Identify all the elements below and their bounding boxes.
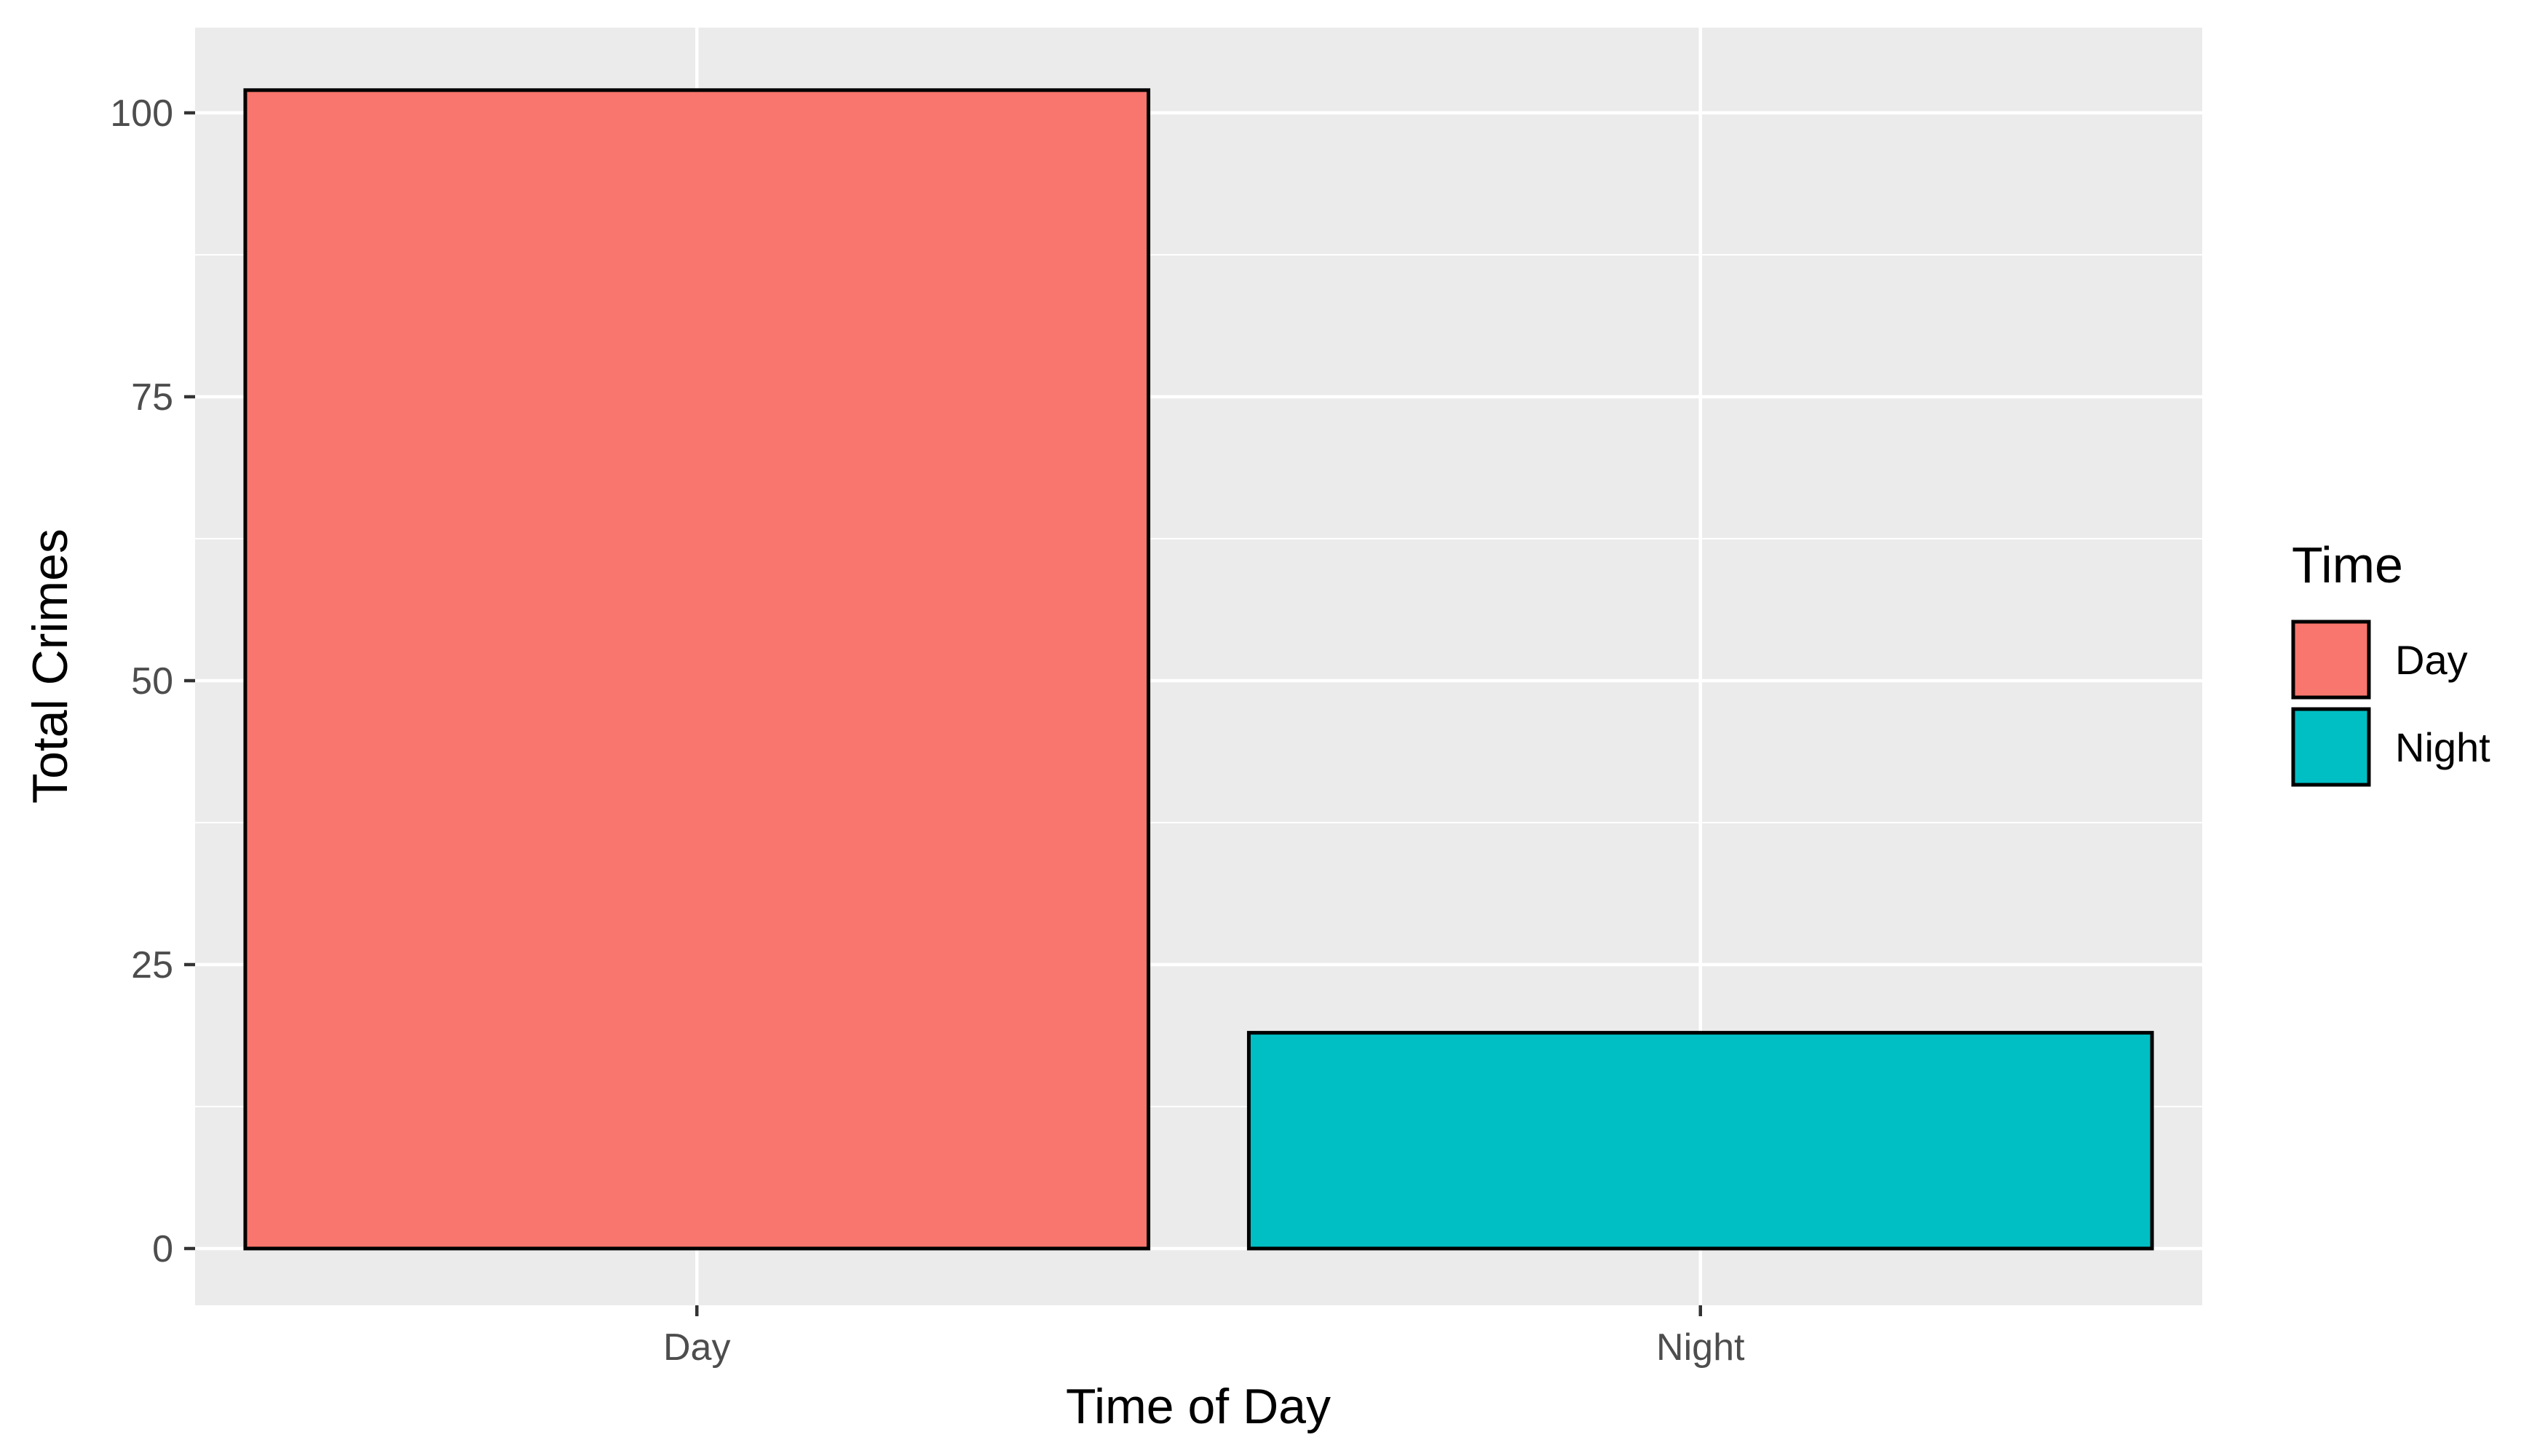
y-tick-label: 75	[131, 376, 173, 419]
bar-day	[243, 88, 1151, 1251]
x-axis-title: Time of Day	[1066, 1379, 1331, 1434]
legend-label-day: Day	[2395, 637, 2468, 683]
y-axis-title: Total Crimes	[23, 529, 78, 804]
legend-label-night: Night	[2395, 724, 2490, 770]
y-tick-label: 25	[131, 944, 173, 986]
legend-swatch-day	[2291, 620, 2371, 700]
x-tick-label: Night	[1656, 1326, 1745, 1369]
x-tick-label: Day	[663, 1326, 730, 1369]
bars	[243, 88, 2154, 1251]
legend-items: Day Night	[2291, 620, 2490, 787]
axes: 0 25 50 75 100 Day Night	[110, 92, 1745, 1369]
y-tick-label: 100	[110, 92, 173, 135]
y-tick-label: 0	[152, 1228, 173, 1270]
legend-swatch-night	[2291, 707, 2371, 787]
y-tick-label: 50	[131, 660, 173, 703]
legend-title: Time	[2292, 537, 2403, 593]
bar-night	[1246, 1031, 2154, 1251]
legend: Time Day Night	[2291, 537, 2490, 787]
